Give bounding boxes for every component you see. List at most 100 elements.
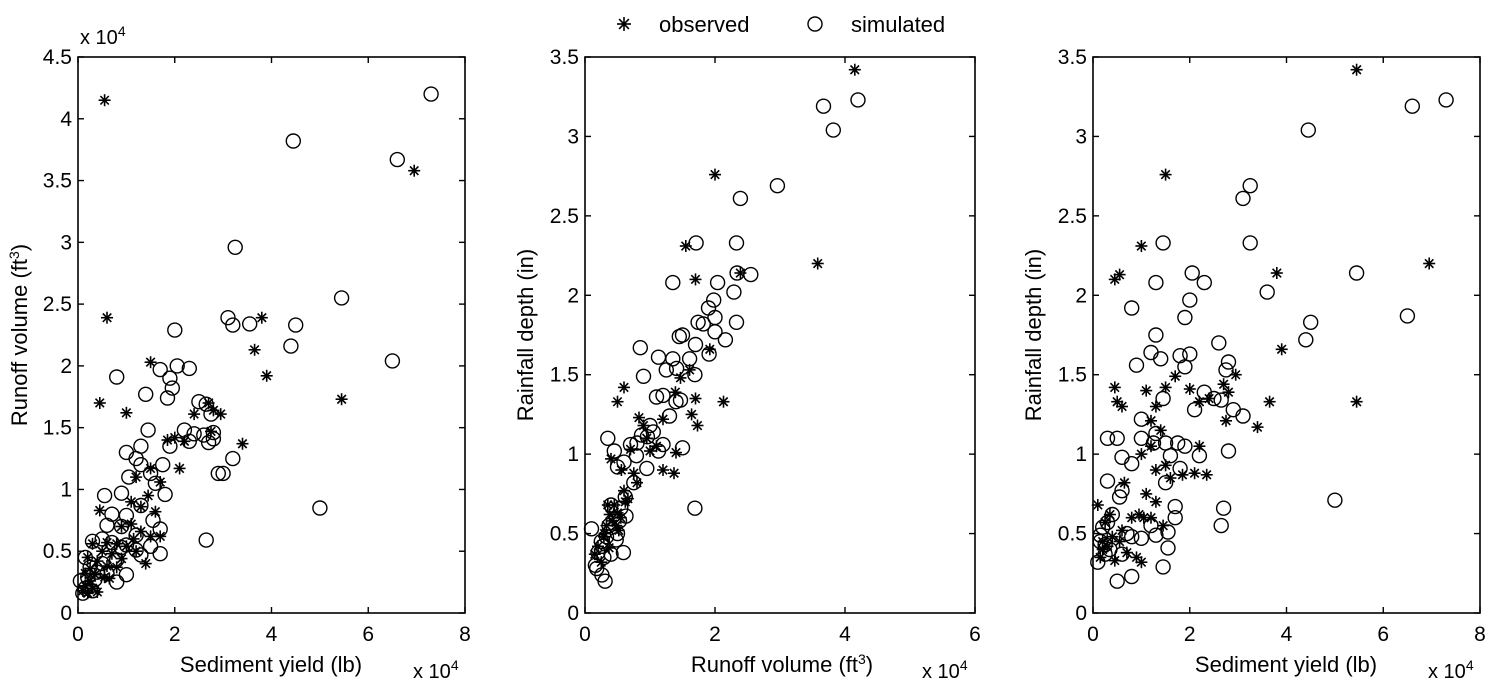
simulated-point bbox=[104, 506, 120, 522]
x-tick-label: 6 bbox=[362, 623, 374, 646]
simulated-point bbox=[1167, 498, 1183, 515]
simulated-point bbox=[200, 434, 217, 451]
simulated-point bbox=[147, 475, 164, 491]
observed-point bbox=[1251, 421, 1264, 434]
simulated-point bbox=[629, 435, 645, 451]
simulated-point bbox=[1123, 568, 1140, 585]
simulated-point bbox=[225, 450, 241, 467]
simulated-point bbox=[157, 486, 173, 503]
simulated-point bbox=[1186, 402, 1203, 418]
observed-point bbox=[1157, 519, 1170, 532]
observed-point bbox=[689, 273, 702, 286]
simulated-point bbox=[706, 292, 722, 308]
simulated-point bbox=[728, 314, 745, 330]
observed-point bbox=[1145, 511, 1157, 524]
simulated-point bbox=[181, 360, 198, 377]
simulated-point bbox=[1235, 408, 1251, 424]
simulated-point bbox=[181, 433, 198, 449]
x-tick-label: 6 bbox=[969, 623, 981, 646]
simulated-point bbox=[94, 531, 110, 547]
observed-point bbox=[1220, 414, 1232, 427]
x-tick-label: 6 bbox=[1377, 623, 1389, 646]
simulated-point bbox=[1114, 546, 1130, 562]
observed-point bbox=[188, 408, 201, 421]
simulated-point bbox=[77, 549, 94, 566]
simulated-point bbox=[1111, 489, 1128, 505]
simulated-point bbox=[225, 317, 241, 333]
simulated-point bbox=[639, 460, 655, 477]
simulated-point bbox=[154, 457, 171, 473]
simulated-point bbox=[1104, 506, 1121, 523]
y-tick-label: 0.5 bbox=[550, 523, 579, 546]
simulated-point bbox=[743, 266, 759, 283]
observed-point bbox=[1350, 63, 1363, 76]
simulated-point bbox=[701, 346, 717, 362]
simulated-point bbox=[671, 328, 687, 345]
simulated-point bbox=[1090, 554, 1106, 570]
simulated-point bbox=[1099, 514, 1116, 531]
observed-point bbox=[1116, 400, 1128, 413]
y-tick-label: 1 bbox=[60, 478, 72, 501]
simulated-point bbox=[1213, 517, 1229, 534]
simulated-point bbox=[1404, 98, 1421, 114]
simulated-point bbox=[687, 367, 703, 383]
observed-point bbox=[98, 94, 111, 107]
y-tick-label: 1.5 bbox=[43, 417, 72, 440]
ticks: 0 2 4 6 8 0 0.5 1 1.5 2 2.5 3 3.5 bbox=[1058, 46, 1486, 646]
x-tick-label: 0 bbox=[1087, 623, 1099, 646]
observed-point bbox=[149, 505, 162, 518]
simulated-point bbox=[1177, 309, 1193, 326]
simulated-point bbox=[1143, 517, 1159, 534]
observed-point bbox=[1140, 384, 1153, 397]
simulated-point bbox=[690, 314, 706, 330]
simulated-point bbox=[709, 274, 726, 291]
observed-point bbox=[115, 520, 128, 533]
y-tick-label: 3.5 bbox=[550, 46, 579, 69]
x-tick-label: 0 bbox=[579, 623, 591, 646]
observed-point bbox=[811, 257, 824, 270]
simulated-point bbox=[1155, 235, 1171, 251]
simulated-point bbox=[825, 122, 841, 138]
simulated-point bbox=[145, 512, 161, 528]
ticks: 0 2 4 6 8 0 0.5 1 1.5 2 2.5 3 3.5 4 4.5 bbox=[43, 46, 471, 646]
observed-point bbox=[1350, 395, 1363, 408]
observed-point bbox=[691, 419, 704, 432]
simulated-point bbox=[1097, 537, 1113, 553]
simulated-point bbox=[152, 521, 168, 537]
y-tick-label: 2 bbox=[60, 355, 72, 378]
simulated-point bbox=[717, 332, 734, 348]
observed-point bbox=[173, 462, 186, 475]
simulated-point bbox=[658, 362, 674, 378]
simulated-point bbox=[1211, 335, 1227, 351]
simulated-point bbox=[596, 549, 612, 566]
x-axis-label: Sediment yield (lb) bbox=[1195, 652, 1377, 677]
observed-point bbox=[1149, 400, 1162, 413]
x-tick-label: 4 bbox=[839, 623, 851, 646]
y-tick-label: 2 bbox=[567, 284, 579, 307]
simulated-point bbox=[169, 358, 185, 374]
simulated-point bbox=[1133, 411, 1150, 427]
simulated-point bbox=[681, 351, 698, 367]
x-tick-label: 2 bbox=[169, 623, 181, 646]
simulated-point bbox=[1148, 425, 1164, 442]
simulated-point bbox=[333, 290, 350, 306]
simulated-point bbox=[674, 440, 691, 456]
simulated-point bbox=[205, 431, 222, 447]
y-tick-label: 2.5 bbox=[43, 293, 72, 316]
simulated-point bbox=[1215, 500, 1232, 516]
simulated-point bbox=[84, 583, 101, 599]
observed-point bbox=[91, 586, 104, 598]
simulated-point bbox=[1399, 308, 1416, 324]
simulated-point bbox=[1152, 351, 1169, 367]
observed-point bbox=[93, 504, 106, 517]
simulated-point bbox=[99, 517, 115, 533]
simulated-point bbox=[1133, 530, 1150, 546]
simulated-point bbox=[633, 427, 650, 443]
simulated-point bbox=[142, 538, 159, 554]
x-multiplier: x 104 bbox=[413, 657, 459, 682]
simulated-point bbox=[108, 574, 125, 590]
observed-point bbox=[633, 411, 645, 424]
simulated-point bbox=[288, 317, 304, 333]
y-tick-label: 1.5 bbox=[550, 364, 579, 387]
simulated-point bbox=[650, 443, 667, 459]
